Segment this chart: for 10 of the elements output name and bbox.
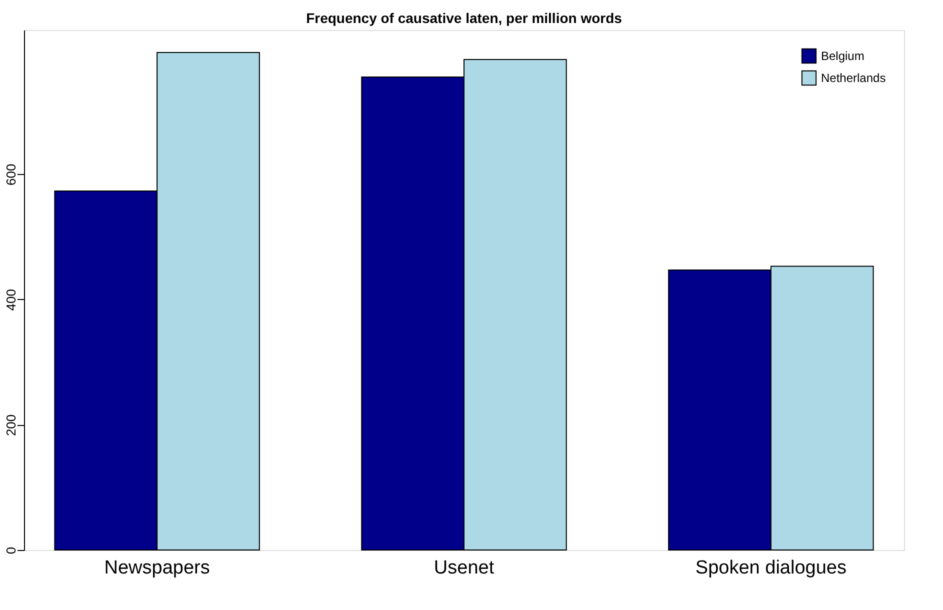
y-tick-label: 0 bbox=[4, 546, 18, 554]
y-tick-label: 200 bbox=[4, 414, 18, 436]
legend-label: Netherlands bbox=[821, 71, 886, 85]
x-tick-label: Spoken dialogues bbox=[695, 558, 846, 578]
y-tick-label: 600 bbox=[4, 164, 18, 186]
x-tick-label: Newspapers bbox=[104, 558, 210, 578]
chart-title: Frequency of causative laten, per million words bbox=[306, 10, 622, 26]
legend-label: Belgium bbox=[821, 49, 864, 63]
x-tick-label: Usenet bbox=[434, 558, 495, 578]
y-tick-label: 400 bbox=[4, 289, 18, 311]
